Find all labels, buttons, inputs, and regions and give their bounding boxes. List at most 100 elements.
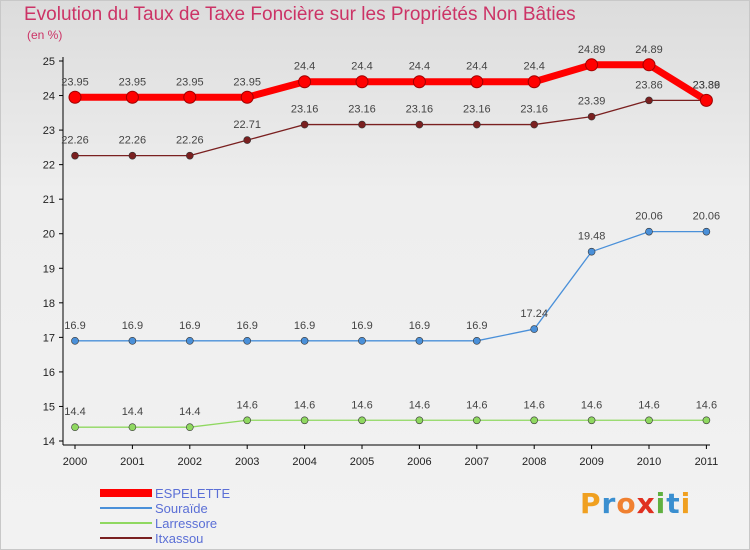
data-label: 23.16 [520,104,548,116]
data-point [645,416,653,425]
data-point [645,227,653,236]
data-point [358,120,366,129]
data-point [585,58,599,72]
y-tick-label: 23 [43,125,55,137]
data-point [702,416,711,425]
data-point [472,120,481,129]
data-point [300,416,309,425]
data-label: 16.9 [122,320,143,332]
data-label: 14.6 [351,399,372,411]
data-point [587,247,596,256]
data-label: 23.86 [693,79,721,91]
data-label: 22.71 [233,119,261,131]
data-point [355,75,369,89]
data-point [587,112,596,121]
data-point [645,96,653,105]
data-point [470,75,484,89]
x-tick-label: 2008 [522,456,546,468]
data-label: 14.4 [122,406,143,418]
data-point [128,337,137,345]
data-label: 14.6 [523,399,544,411]
data-point [71,423,79,431]
data-point [243,337,251,345]
data-label: 24.4 [409,61,430,73]
y-tick-label: 22 [43,160,55,172]
data-point [128,423,137,431]
data-point [183,90,197,104]
data-point [298,75,312,89]
data-label: 24.4 [523,61,544,73]
data-label: 20.06 [693,211,721,223]
data-point [240,90,254,104]
data-label: 14.6 [581,399,602,411]
data-point [415,416,424,425]
y-tick-label: 19 [43,263,55,275]
legend-label: Itxassou [155,531,204,546]
data-label: 23.16 [348,104,376,116]
data-label: 17.24 [520,308,548,320]
data-point [243,416,251,425]
data-label: 24.4 [351,61,372,73]
data-point [125,90,139,104]
x-tick-label: 2002 [178,456,202,468]
data-point [128,151,137,160]
y-tick-label: 20 [43,229,55,241]
data-point [587,416,596,425]
data-point [699,93,713,107]
series-line-souraïde [75,231,707,342]
data-label: 14.6 [466,399,487,411]
x-tick-label: 2001 [120,456,144,468]
data-label: 16.9 [351,320,372,332]
series-line-larressore [75,419,707,428]
data-point [243,136,251,144]
data-label: 23.39 [578,96,606,108]
data-label: 23.95 [119,76,147,88]
data-label: 16.9 [409,320,430,332]
data-point [186,337,194,345]
data-point [702,227,711,236]
chart-title: Evolution du Taux de Taxe Foncière sur l… [24,4,576,25]
data-point [358,416,366,425]
proxiti-logo: Proxiti [580,487,692,520]
data-point [472,416,481,425]
legend-swatch [100,522,152,524]
data-label: 14.6 [638,399,659,411]
data-label: 19.48 [578,231,606,243]
legend-label: Larressore [155,516,218,531]
data-point [472,337,481,345]
data-point [412,75,426,89]
x-tick-label: 2009 [579,456,603,468]
data-label: 23.95 [61,76,89,88]
x-tick-label: 2003 [235,456,259,468]
data-label: 16.9 [294,320,315,332]
data-label: 23.39 [693,79,721,91]
data-label: 23.95 [176,76,204,88]
x-tick-label: 2000 [63,456,87,468]
y-tick-label: 18 [43,298,55,310]
data-point [186,423,194,431]
data-label: 14.4 [179,406,200,418]
legend-label: ESPELETTE [155,486,231,501]
data-point [68,90,82,104]
data-point [642,58,656,72]
data-label: 23.95 [233,76,261,88]
data-label: 16.9 [466,320,487,332]
y-tick-label: 17 [43,332,55,344]
data-label: 14.6 [294,399,315,411]
unit-label: (en %) [27,28,63,42]
data-point [415,120,424,129]
y-tick-label: 25 [43,56,55,68]
y-tick-label: 15 [43,401,55,413]
data-point [300,337,309,345]
legend-label: Souraïde [155,501,208,516]
data-label: 14.4 [64,406,85,418]
data-label: 14.6 [409,399,430,411]
data-label: 22.26 [119,135,147,147]
data-point [186,151,194,160]
y-tick-label: 24 [43,91,55,103]
data-label: 14.6 [236,399,257,411]
legend-swatch [100,489,152,497]
y-tick-label: 21 [43,194,55,206]
